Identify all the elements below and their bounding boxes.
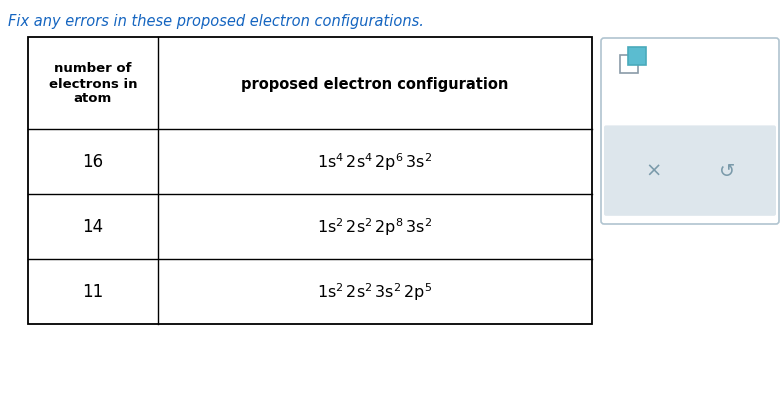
Text: $\mathregular{1s^{4}\,2s^{4}\,2p^{6}\,3s^{2}}$: $\mathregular{1s^{4}\,2s^{4}\,2p^{6}\,3s… xyxy=(318,151,433,173)
Text: Fix any errors in these proposed electron configurations.: Fix any errors in these proposed electro… xyxy=(8,14,424,29)
Text: 11: 11 xyxy=(82,283,103,301)
Text: 14: 14 xyxy=(82,218,103,236)
Text: number of
electrons in
atom: number of electrons in atom xyxy=(49,62,137,105)
Text: ↺: ↺ xyxy=(719,162,735,180)
Text: 16: 16 xyxy=(82,153,103,171)
Bar xyxy=(28,38,592,324)
Text: $\mathregular{1s^{2}\,2s^{2}\,2p^{8}\,3s^{2}}$: $\mathregular{1s^{2}\,2s^{2}\,2p^{8}\,3s… xyxy=(318,216,433,238)
FancyBboxPatch shape xyxy=(604,126,776,216)
Bar xyxy=(620,56,638,74)
Bar xyxy=(628,48,646,66)
FancyBboxPatch shape xyxy=(601,39,779,225)
Text: $\mathregular{1s^{2}\,2s^{2}\,3s^{2}\,2p^{5}}$: $\mathregular{1s^{2}\,2s^{2}\,3s^{2}\,2p… xyxy=(318,281,433,303)
Text: proposed electron configuration: proposed electron configuration xyxy=(241,76,509,91)
Text: ×: × xyxy=(645,162,661,180)
